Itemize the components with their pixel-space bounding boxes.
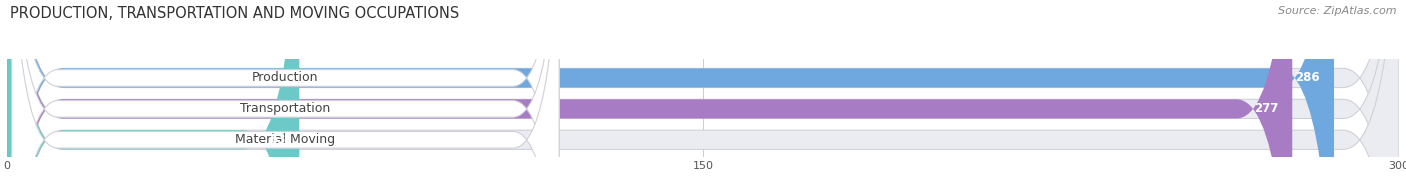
- FancyBboxPatch shape: [11, 0, 560, 196]
- Text: Source: ZipAtlas.com: Source: ZipAtlas.com: [1278, 6, 1396, 16]
- Text: PRODUCTION, TRANSPORTATION AND MOVING OCCUPATIONS: PRODUCTION, TRANSPORTATION AND MOVING OC…: [10, 6, 460, 21]
- Text: 277: 277: [1254, 102, 1278, 115]
- Text: Production: Production: [252, 72, 319, 84]
- Text: Material Moving: Material Moving: [235, 133, 336, 146]
- FancyBboxPatch shape: [7, 0, 1399, 196]
- FancyBboxPatch shape: [7, 0, 1399, 196]
- Text: 63: 63: [269, 133, 285, 146]
- FancyBboxPatch shape: [7, 0, 299, 196]
- FancyBboxPatch shape: [11, 0, 560, 196]
- FancyBboxPatch shape: [7, 0, 1292, 196]
- Text: Transportation: Transportation: [240, 102, 330, 115]
- FancyBboxPatch shape: [7, 0, 1334, 196]
- Text: 286: 286: [1295, 72, 1320, 84]
- FancyBboxPatch shape: [7, 0, 1399, 196]
- FancyBboxPatch shape: [11, 0, 560, 196]
